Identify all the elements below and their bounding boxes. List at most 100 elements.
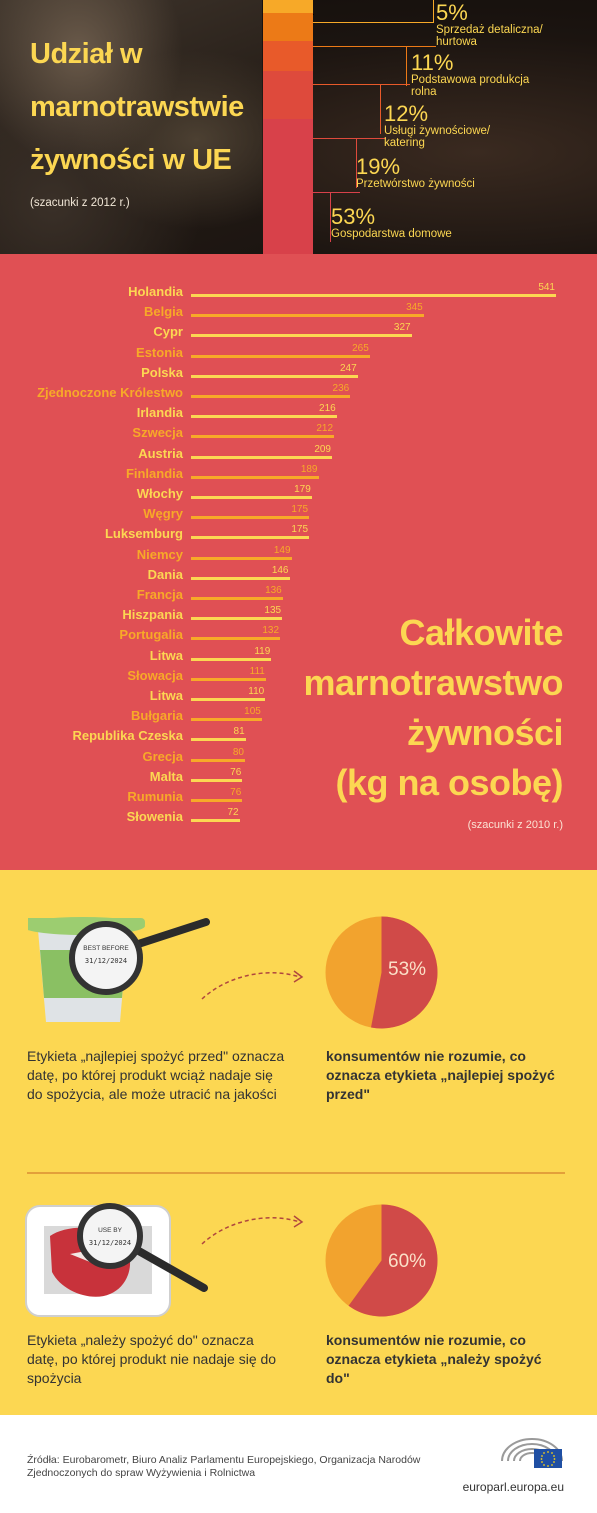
country-label: Holandia [128, 284, 183, 299]
best-before-description: Etykieta „najlepiej spożyć przed" oznacz… [27, 1048, 285, 1102]
share-title-line-3: żywności w UE [30, 144, 232, 176]
meat-tray-illustration: USE BY 31/12/2024 [25, 1203, 208, 1317]
country-label: Finlandia [125, 465, 183, 481]
country-label: Grecja [142, 748, 183, 764]
share-retail-label-2: hurtowa [436, 36, 477, 48]
country-bar [191, 354, 370, 358]
country-bar [191, 819, 240, 823]
share-segment [263, 71, 313, 120]
share-agriculture-label-2: rolna [411, 86, 437, 98]
country-bar [191, 556, 292, 560]
country-bar [191, 334, 412, 338]
share-processing-label: Przetwórstwo żywności [356, 178, 475, 190]
country-value-label: 209 [314, 443, 331, 455]
country-label: Węgry [143, 506, 183, 522]
best-before-pie [325, 916, 438, 1029]
share-subtitle: (szacunki z 2012 r.) [30, 197, 130, 209]
connector-households-h [313, 192, 330, 193]
share-households: 53% Gospodarstwa domowe [331, 204, 452, 241]
country-bar [191, 738, 246, 742]
use-by-percent: 60% [388, 1251, 427, 1272]
footer: Źródła: Eurobarometr, Biuro Analiz Parla… [0, 1415, 597, 1513]
country-label: Włochy [136, 486, 183, 501]
country-label: Francja [136, 587, 183, 602]
dashed-arrow-icon [201, 970, 304, 1000]
country-value-label: 149 [273, 544, 291, 556]
country-label: Słowenia [126, 809, 183, 825]
country-value-label: 132 [262, 625, 280, 637]
country-value-label: 105 [244, 706, 261, 718]
share-catering: 12% Usługi żywnościowe/ katering [384, 101, 490, 150]
share-title-line-2: marnotrawstwie [30, 91, 244, 123]
country-value-label: 175 [291, 524, 309, 536]
country-value-label: 111 [249, 665, 265, 677]
share-retail-percent: 5% [436, 0, 468, 25]
country-bar [191, 718, 262, 722]
share-agriculture: 11% Podstawowa produkcja rolna [411, 52, 530, 99]
country-value-label: 247 [339, 362, 357, 374]
pie-slice-not-understood [348, 1204, 438, 1317]
country-label: Belgia [143, 304, 183, 320]
country-value-label: 110 [248, 686, 265, 697]
connector-agri [406, 46, 436, 86]
best-before-label-text: BEST BEFORE [83, 945, 129, 952]
share-households-percent: 53% [331, 204, 376, 229]
best-before-percent: 53% [388, 959, 427, 980]
total-waste-chart-section: Holandia 541 Belgia 345 Cypr 327 Estonia 265 Pol… [0, 254, 597, 870]
european-parliament-logo-icon [501, 1438, 563, 1468]
share-catering-label-2: katering [384, 137, 425, 149]
share-agriculture-label: Podstawowa produkcja [411, 74, 530, 86]
use-by-pie [325, 1204, 438, 1317]
country-label: Cypr [153, 324, 183, 340]
country-label: Dania [147, 566, 183, 582]
country-value-label: 189 [300, 463, 318, 475]
country-label: Bułgaria [130, 708, 183, 724]
country-label: Malta [149, 768, 183, 784]
country-value-label: 135 [264, 605, 282, 617]
country-value-label: 80 [232, 746, 244, 758]
pie-slice-not-understood [371, 916, 438, 1029]
country-value-label: 81 [233, 726, 245, 738]
country-label: Zjednoczone Królestwo [37, 385, 183, 400]
share-title: Udział w marnotrawstwie żywności w UE [30, 28, 265, 187]
connector-catering-h [313, 84, 380, 85]
share-title-line-1: Udział w [30, 38, 143, 70]
country-label: Republika Czeska [72, 728, 183, 744]
website-link[interactable]: europarl.europa.eu [462, 1480, 564, 1494]
use-by-label-text: USE BY [98, 1227, 123, 1234]
use-by-date-text: 31/12/2024 [89, 1239, 131, 1247]
background-photo [0, 0, 262, 254]
country-value-label: 72 [227, 807, 239, 819]
use-by-stat: konsumentów nie rozumie, co oznacza etyk… [326, 1332, 542, 1386]
share-households-label: Gospodarstwa domowe [331, 228, 452, 240]
chart-title-line-1: Całkowite [399, 612, 563, 653]
chart-title-line-2: marnotrawstwo [303, 662, 563, 703]
share-segment [263, 0, 313, 13]
connector-catering [380, 84, 410, 134]
country-value-label: 541 [538, 282, 555, 293]
country-bar [191, 758, 245, 762]
connector-processing [356, 138, 386, 188]
magnifier-icon [69, 921, 143, 995]
connector-households [330, 192, 360, 242]
country-label: Litwa [149, 647, 183, 663]
sources-text: Źródła: Eurobarometr, Biuro Analiz Parla… [27, 1454, 421, 1479]
magnifier-icon [77, 1203, 143, 1269]
share-catering-percent: 12% [384, 101, 429, 126]
share-processing-percent: 19% [356, 154, 401, 179]
country-label: Niemcy [136, 546, 183, 562]
connector-retail-h [313, 22, 434, 23]
country-value-label: 136 [265, 585, 282, 596]
country-bar [191, 536, 310, 540]
country-bar [191, 597, 283, 600]
share-segment [263, 119, 313, 254]
country-label: Rumunia [127, 789, 183, 804]
country-bar [191, 778, 243, 782]
yogurt-cup-illustration: BEST BEFORE 31/12/2024 [28, 917, 210, 1022]
best-before-date-text: 31/12/2024 [85, 957, 127, 965]
country-label: Litwa [149, 688, 183, 703]
chart-title: Całkowite marnotrawstwo żywności (kg na … [303, 608, 563, 808]
magnifier-handle-icon [126, 1242, 208, 1292]
share-processing: 19% Przetwórstwo żywności [356, 154, 475, 191]
country-bar [191, 677, 266, 681]
